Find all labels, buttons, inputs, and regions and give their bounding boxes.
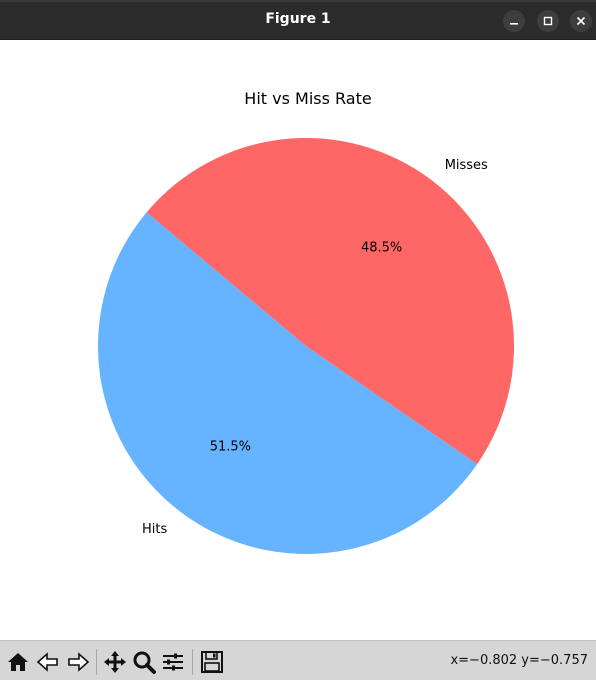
forward-button[interactable] <box>65 649 91 675</box>
home-icon <box>8 653 28 671</box>
save-icon <box>201 651 223 673</box>
toolbar-separator <box>96 649 97 675</box>
close-icon <box>576 16 586 26</box>
pie-slice-hits <box>97 212 478 555</box>
zoom-button[interactable] <box>131 649 157 675</box>
forward-icon <box>68 652 90 672</box>
cursor-coordinates: x=−0.802 y=−0.757 <box>450 653 588 668</box>
save-button[interactable] <box>199 649 225 675</box>
figure-canvas[interactable]: Hit vs Miss Rate Hits 51.5% Misses 48.5% <box>0 40 596 640</box>
slice-percent-misses: 48.5% <box>361 241 402 256</box>
maximize-button[interactable] <box>537 10 559 32</box>
pan-icon <box>104 651 126 673</box>
navigation-toolbar: x=−0.802 y=−0.757 <box>0 640 596 680</box>
back-icon <box>36 652 58 672</box>
home-button[interactable] <box>5 649 31 675</box>
back-button[interactable] <box>35 649 61 675</box>
title-bar[interactable]: Figure 1 <box>0 0 596 40</box>
window-title: Figure 1 <box>265 11 331 27</box>
slice-label-hits: Hits <box>142 522 167 537</box>
close-button[interactable] <box>570 10 592 32</box>
toolbar-separator <box>192 649 193 675</box>
pan-button[interactable] <box>102 649 128 675</box>
maximize-icon <box>543 16 553 26</box>
title-bar-top-strip <box>0 0 596 2</box>
configure-subplots-button[interactable] <box>160 649 186 675</box>
slice-percent-hits: 51.5% <box>210 439 251 454</box>
zoom-icon <box>133 651 156 674</box>
minimize-button[interactable] <box>503 10 525 32</box>
minimize-icon <box>510 23 518 25</box>
pie-chart: Hit vs Miss Rate Hits 51.5% Misses 48.5% <box>97 89 514 555</box>
slice-label-misses: Misses <box>445 158 488 173</box>
pie-slice-misses <box>146 138 514 465</box>
chart-title: Hit vs Miss Rate <box>244 89 371 108</box>
configure-subplots-icon <box>163 653 183 671</box>
